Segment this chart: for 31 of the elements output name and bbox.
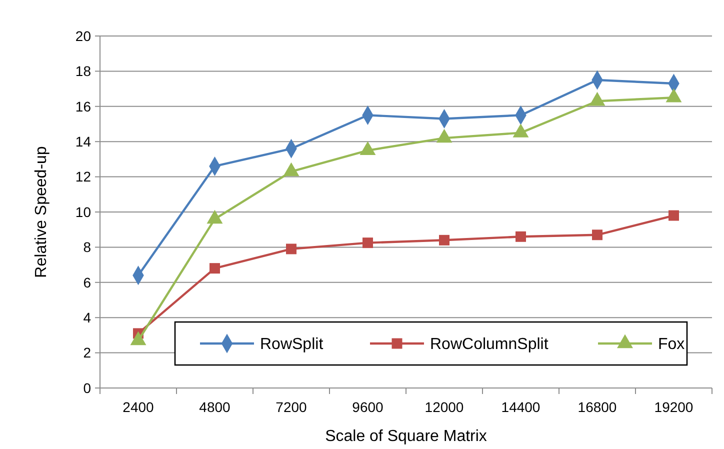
- x-tick-label: 14400: [501, 399, 540, 415]
- y-tick-label: 8: [83, 239, 92, 256]
- y-tick-label: 18: [75, 63, 92, 80]
- x-tick-label: 9600: [352, 399, 384, 415]
- point: [286, 244, 296, 254]
- y-axis-title: Relative Speed-up: [33, 146, 50, 278]
- y-tick-label: 2: [83, 344, 92, 361]
- y-tick-label: 4: [83, 310, 92, 326]
- y-tick-label: 20: [75, 28, 92, 44]
- point: [362, 238, 373, 248]
- y-tick-label: 14: [75, 134, 92, 150]
- y-tick-label: 10: [75, 204, 92, 220]
- y-tick-label: 0: [83, 380, 92, 396]
- x-tick-label: 19200: [654, 399, 694, 415]
- point: [210, 263, 220, 274]
- y-tick-label: 12: [75, 168, 92, 185]
- x-tick-label: 7200: [276, 399, 308, 415]
- x-tick-label: 12000: [424, 399, 464, 415]
- x-tick-label: 2400: [122, 399, 154, 415]
- y-tick-label: 16: [75, 98, 92, 114]
- x-axis-title: Scale of Square Matrix: [325, 428, 487, 445]
- point: [668, 210, 679, 221]
- legend-label: Fox: [658, 336, 685, 354]
- x-tick-label: 4800: [199, 399, 231, 415]
- legend-label: RowColumnSplit: [430, 336, 549, 354]
- point: [439, 234, 450, 246]
- point: [592, 230, 602, 240]
- y-tick-label: 6: [83, 274, 92, 290]
- legend-label: RowSplit: [260, 336, 324, 354]
- point: [516, 231, 526, 242]
- x-tick-label: 16800: [578, 399, 617, 415]
